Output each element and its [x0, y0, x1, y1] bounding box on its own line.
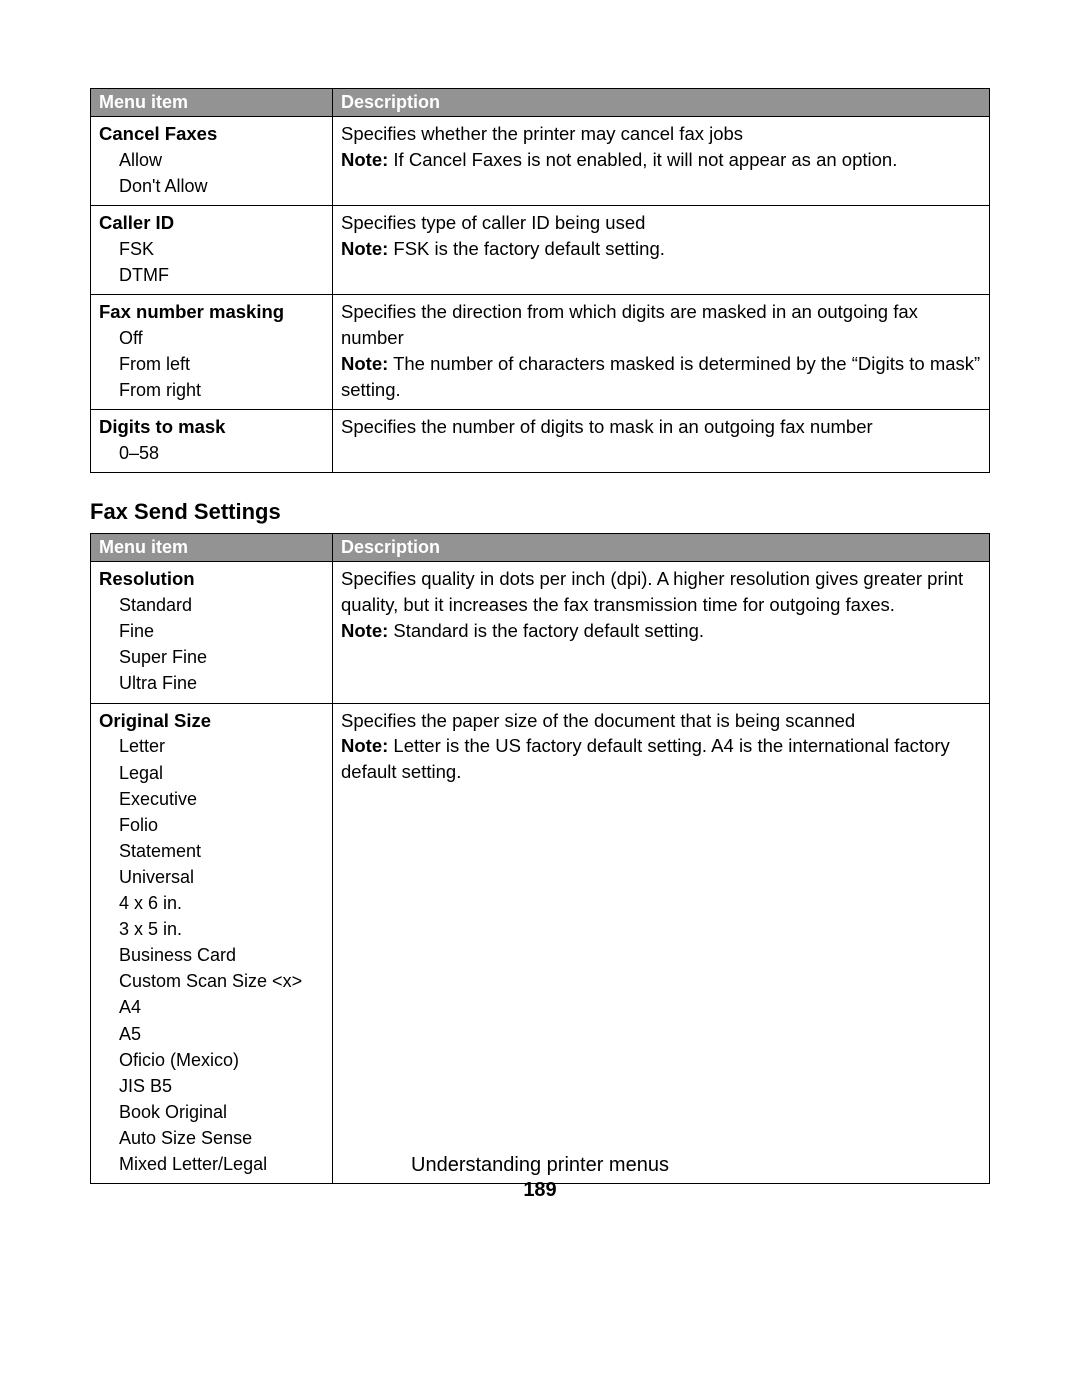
section-heading: Fax Send Settings: [90, 499, 990, 525]
menu-note: FSK is the factory default setting.: [393, 238, 664, 259]
col-header-desc: Description: [333, 89, 990, 117]
menu-option: DTMF: [119, 262, 324, 288]
menu-description: Specifies quality in dots per inch (dpi)…: [341, 566, 981, 618]
note-label: Note:: [341, 353, 388, 374]
menu-note: If Cancel Faxes is not enabled, it will …: [393, 149, 897, 170]
table-row: Digits to mask 0–58 Specifies the number…: [91, 410, 990, 473]
menu-item-title: Cancel Faxes: [99, 121, 324, 147]
menu-option: From left: [119, 351, 324, 377]
menu-option: A4: [119, 994, 324, 1020]
menu-option: 0–58: [119, 440, 324, 466]
table-row: Caller ID FSK DTMF Specifies type of cal…: [91, 206, 990, 295]
menu-option: A5: [119, 1021, 324, 1047]
menu-item-title: Caller ID: [99, 210, 324, 236]
menu-item-title: Original Size: [99, 708, 324, 734]
menu-option: Book Original: [119, 1099, 324, 1125]
menu-option: Executive: [119, 786, 324, 812]
menu-option: JIS B5: [119, 1073, 324, 1099]
menu-note: The number of characters masked is deter…: [341, 353, 980, 400]
menu-item-title: Resolution: [99, 566, 324, 592]
menu-option: Auto Size Sense: [119, 1125, 324, 1151]
menu-option: 3 x 5 in.: [119, 916, 324, 942]
menu-note: Standard is the factory default setting.: [393, 620, 704, 641]
menu-option: Allow: [119, 147, 324, 173]
page-footer: Understanding printer menus 189: [0, 1154, 1080, 1202]
menu-option: Legal: [119, 760, 324, 786]
table-row: Cancel Faxes Allow Don't Allow Specifies…: [91, 117, 990, 206]
menu-option: Universal: [119, 864, 324, 890]
menu-option: Super Fine: [119, 644, 324, 670]
menu-option: From right: [119, 377, 324, 403]
menu-option: Standard: [119, 592, 324, 618]
menu-description: Specifies the direction from which digit…: [341, 299, 981, 351]
menu-description: Specifies type of caller ID being used: [341, 210, 981, 236]
menu-option: FSK: [119, 236, 324, 262]
menu-description: Specifies whether the printer may cancel…: [341, 121, 981, 147]
col-header-desc: Description: [333, 534, 990, 562]
menu-option: 4 x 6 in.: [119, 890, 324, 916]
page-number: 189: [0, 1179, 1080, 1202]
menu-description: Specifies the paper size of the document…: [341, 708, 981, 734]
table-row: Resolution Standard Fine Super Fine Ultr…: [91, 562, 990, 703]
menu-option: Fine: [119, 618, 324, 644]
note-label: Note:: [341, 735, 388, 756]
menu-option: Custom Scan Size <x>: [119, 968, 324, 994]
menu-option: Off: [119, 325, 324, 351]
note-label: Note:: [341, 149, 388, 170]
table-row: Original Size Letter Legal Executive Fol…: [91, 703, 990, 1183]
menu-option: Letter: [119, 733, 324, 759]
menu-option: Folio: [119, 812, 324, 838]
menu-option: Business Card: [119, 942, 324, 968]
table-row: Fax number masking Off From left From ri…: [91, 295, 990, 410]
menu-option: Don't Allow: [119, 173, 324, 199]
menu-item-title: Digits to mask: [99, 414, 324, 440]
menu-option: Statement: [119, 838, 324, 864]
menu-item-title: Fax number masking: [99, 299, 324, 325]
fax-settings-table-1: Menu item Description Cancel Faxes Allow…: [90, 88, 990, 473]
note-label: Note:: [341, 238, 388, 259]
col-header-menu: Menu item: [91, 534, 333, 562]
note-label: Note:: [341, 620, 388, 641]
fax-send-settings-table: Menu item Description Resolution Standar…: [90, 533, 990, 1184]
menu-note: Letter is the US factory default setting…: [341, 735, 950, 782]
menu-option: Ultra Fine: [119, 670, 324, 696]
col-header-menu: Menu item: [91, 89, 333, 117]
menu-option: Oficio (Mexico): [119, 1047, 324, 1073]
menu-description: Specifies the number of digits to mask i…: [341, 414, 981, 440]
footer-title: Understanding printer menus: [0, 1154, 1080, 1177]
